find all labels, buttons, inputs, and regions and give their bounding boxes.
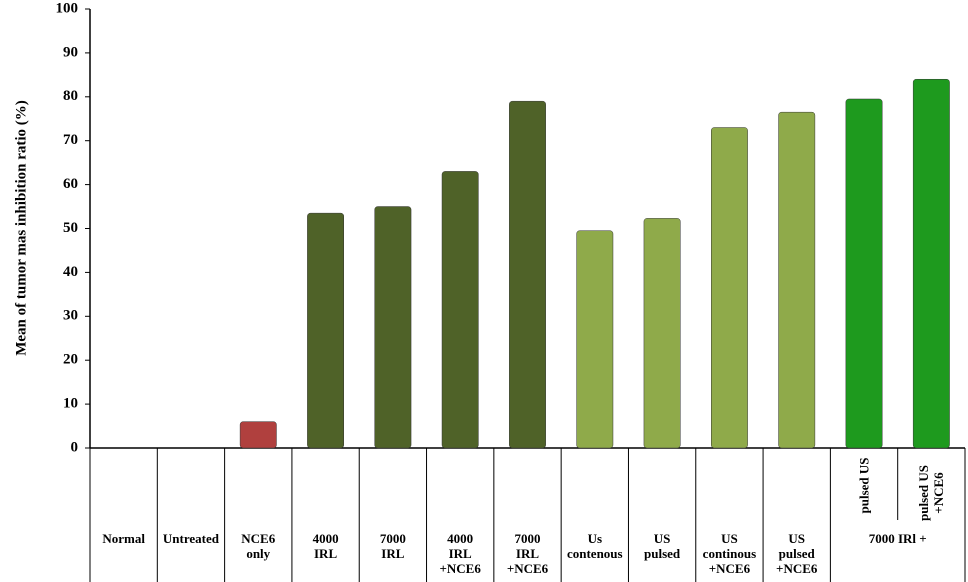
y-tick-label: 20 (63, 352, 78, 368)
bar (509, 100, 546, 449)
x-tick-label: pulsed US (856, 457, 872, 514)
y-tick-label: 100 (56, 0, 79, 16)
bar (643, 218, 681, 449)
y-tick-label: 50 (63, 220, 78, 236)
bar (374, 206, 412, 449)
y-tick-label: 30 (63, 308, 78, 324)
y-tick-label: 60 (63, 176, 78, 192)
bar (576, 230, 614, 449)
y-axis-label: Mean of tumor mas inhibition ratio (%) (13, 100, 29, 356)
x-tick-label: Us contenous (566, 531, 623, 561)
x-tick-label: NCE6 only (241, 531, 276, 561)
bar (778, 111, 816, 449)
x-group-label: 7000 IRl + (868, 531, 927, 546)
y-tick-label: 10 (63, 396, 78, 412)
x-tick-label: Normal (102, 531, 145, 546)
y-tick-label: 80 (63, 88, 78, 104)
bar (307, 212, 344, 449)
y-tick-label: 90 (63, 44, 78, 60)
y-tick-label: 0 (71, 439, 79, 455)
x-tick-label: 7000 IRL (379, 531, 406, 561)
bar (711, 127, 748, 449)
x-tick-label: 4000 IRL +NCE6 (439, 531, 481, 576)
x-tick-label: US pulsed (644, 531, 681, 561)
bar (912, 78, 950, 449)
bar (441, 171, 479, 449)
x-tick-label: pulsed US +NCE6 (916, 465, 947, 521)
x-tick-label: 4000 IRL (312, 531, 339, 561)
x-tick-label: US pulsed +NCE6 (776, 531, 818, 576)
bar (239, 421, 277, 449)
x-tick-label: Untreated (162, 531, 219, 546)
x-tick-label: US continous +NCE6 (702, 531, 757, 576)
x-tick-label: 7000 IRL +NCE6 (506, 531, 549, 576)
y-tick-label: 70 (63, 132, 78, 148)
bar (845, 98, 883, 449)
y-tick-label: 40 (63, 264, 78, 280)
